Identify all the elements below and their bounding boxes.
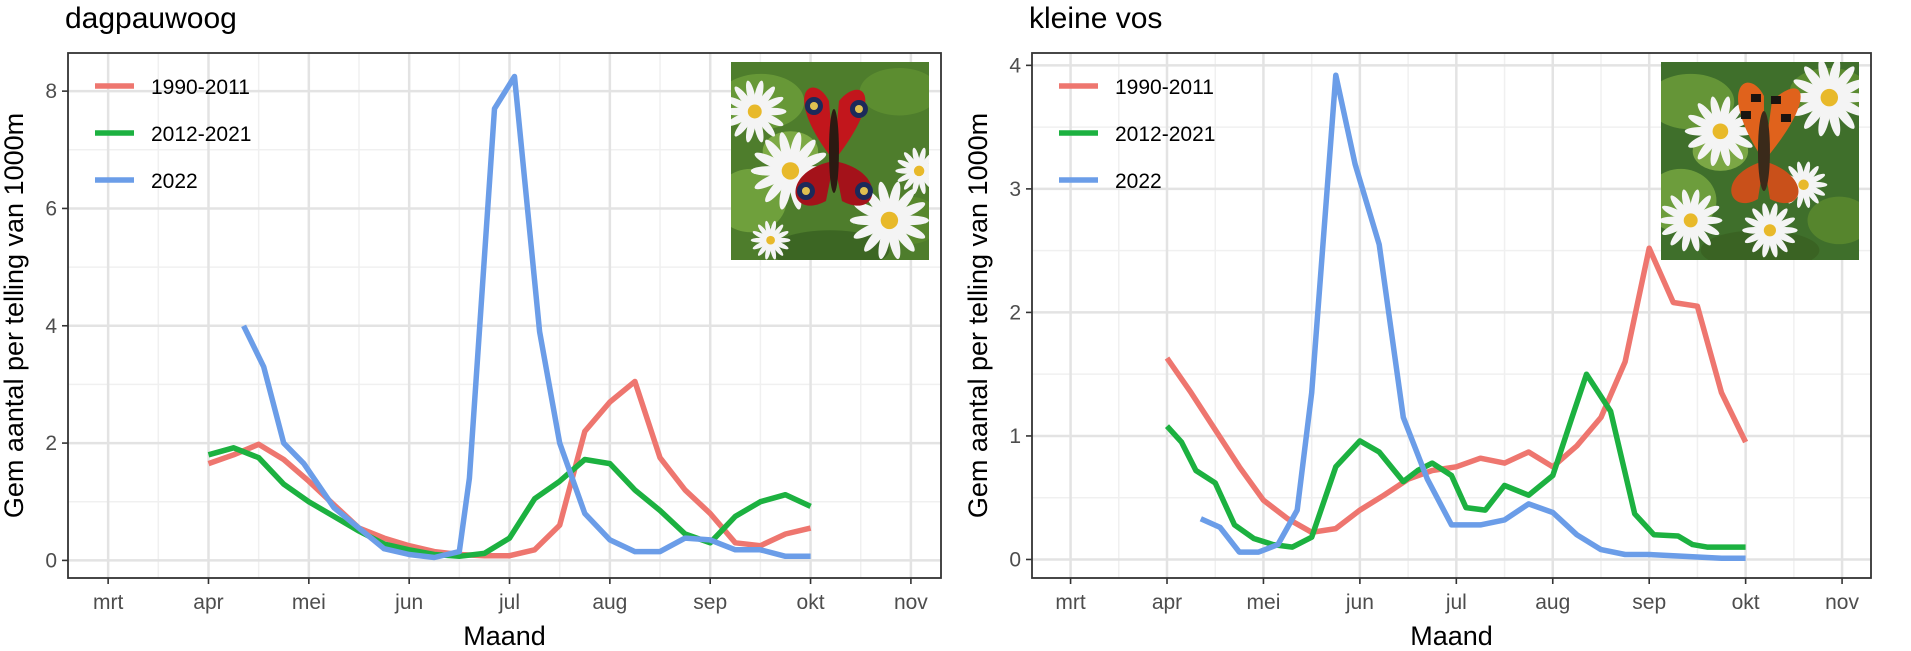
chart-title: dagpauwoog — [65, 2, 237, 35]
x-tick-label: okt — [1732, 591, 1760, 614]
plot-border — [1031, 52, 1872, 579]
legend-label: 1990-2011 — [151, 76, 250, 99]
x-tick-label: jul — [1445, 591, 1467, 614]
x-tick-label: apr — [1152, 591, 1182, 614]
plot-border — [67, 52, 942, 579]
y-tick-label: 1 — [1009, 425, 1021, 448]
chart-title: kleine vos — [1029, 2, 1162, 35]
y-tick-label: 8 — [45, 80, 57, 103]
chart-panel-kleine-vos: kleine vos mrt apr mei jun jul aug sep okt nov 0 1 2… — [966, 0, 1911, 651]
y-tick-label: 2 — [1009, 301, 1021, 324]
kleine-vos-butterfly-photo — [1661, 62, 1859, 260]
x-tick-label: sep — [1632, 591, 1666, 614]
y-axis-label: Gem aantal per telling van 1000m — [0, 113, 29, 518]
chart-dagpauwoog: dagpauwoog mrt apr mei jun jul aug sep okt nov 0 2 4… — [0, 2, 942, 651]
series-line-2012-2021 — [1164, 371, 1746, 550]
y-axis-label: Gem aantal per telling van 1000m — [966, 113, 993, 518]
x-axis-label: Maand — [1410, 621, 1493, 651]
y-tick-label: 3 — [1009, 178, 1021, 201]
x-tick-label: mei — [1247, 591, 1281, 614]
x-tick-label: apr — [193, 591, 223, 614]
x-tick-label: jul — [498, 591, 520, 614]
chart-panel-dagpauwoog: dagpauwoog mrt apr mei jun jul aug sep okt nov 0 2 4… — [0, 2, 942, 651]
x-tick-label: mrt — [1055, 591, 1085, 614]
x-tick-label: aug — [1535, 591, 1570, 614]
y-tick-label: 4 — [1009, 54, 1021, 77]
x-tick-label: mei — [292, 591, 326, 614]
x-tick-label: jun — [394, 591, 423, 614]
dagpauwoog-butterfly-photo — [731, 62, 929, 260]
x-axis-label: Maand — [463, 621, 546, 651]
series-line-2022 — [1199, 72, 1746, 561]
x-tick-label: okt — [797, 591, 825, 614]
x-tick-label: jun — [1345, 591, 1374, 614]
y-tick-label: 2 — [45, 432, 57, 455]
legend: 1990-2011 2012-2021 2022 — [95, 76, 251, 193]
series-line-2022 — [241, 73, 811, 561]
legend-label: 2022 — [151, 170, 198, 193]
y-tick-label: 6 — [45, 197, 57, 220]
series-line-1990-2011 — [207, 378, 812, 559]
legend-label: 2022 — [1115, 170, 1162, 193]
x-tick-label: nov — [1825, 591, 1859, 614]
y-tick-label: 0 — [45, 549, 57, 572]
x-tick-label: mrt — [93, 591, 123, 614]
x-tick-label: aug — [592, 591, 627, 614]
y-tick-label: 0 — [1009, 548, 1021, 571]
x-tick-label: nov — [894, 591, 928, 614]
y-tick-label: 4 — [45, 315, 57, 338]
legend-label: 1990-2011 — [1115, 76, 1214, 99]
chart-kleine-vos: kleine vos mrt apr mei jun jul aug sep okt nov 0 1 2… — [966, 2, 1872, 651]
series-line-1990-2011 — [1164, 245, 1749, 536]
legend-label: 2012-2021 — [151, 123, 251, 146]
x-tick-label: sep — [693, 591, 727, 614]
legend: 1990-2011 2012-2021 2022 — [1059, 76, 1215, 193]
legend-label: 2012-2021 — [1115, 123, 1215, 146]
